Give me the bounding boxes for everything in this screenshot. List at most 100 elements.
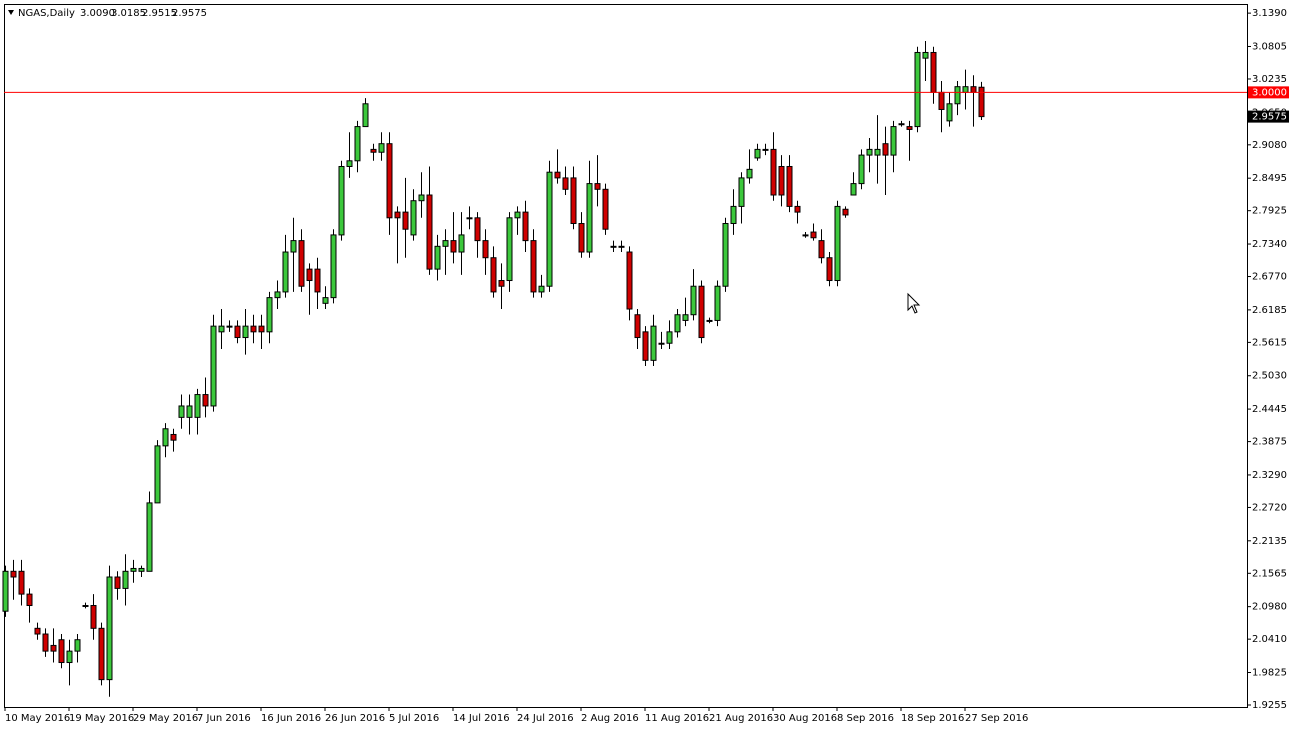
- mouse-cursor: [907, 292, 921, 314]
- candle-body: [898, 123, 905, 126]
- candle-body: [282, 251, 289, 293]
- candle-body: [546, 171, 553, 287]
- candle-body: [122, 570, 129, 589]
- candle-body: [354, 126, 361, 162]
- candle-body: [402, 211, 409, 230]
- candle-body: [530, 240, 537, 293]
- y-tick-label: 2.3290: [1252, 470, 1287, 481]
- candle-body: [834, 205, 841, 282]
- candle-body: [98, 627, 105, 681]
- x-tick-label: 2 Aug 2016: [581, 713, 639, 724]
- candle-body: [266, 297, 273, 333]
- candle-body: [578, 223, 585, 253]
- y-tick-label: 2.1565: [1252, 568, 1287, 579]
- x-tick-label: 26 Jun 2016: [325, 713, 385, 724]
- chart-title: NGAS,Daily: [18, 8, 75, 19]
- candle-body: [674, 314, 681, 333]
- candle-body: [58, 639, 65, 664]
- y-tick-label: 2.2720: [1252, 502, 1287, 513]
- x-tick-label: 19 May 2016: [69, 713, 134, 724]
- candle-body: [330, 234, 337, 299]
- y-tick-label: 1.9255: [1252, 700, 1287, 711]
- x-tick-label: 24 Jul 2016: [517, 713, 574, 724]
- candle-body: [26, 593, 33, 607]
- candle-body: [210, 325, 217, 407]
- candle-body: [946, 103, 953, 122]
- candle-body: [106, 576, 113, 681]
- candle-body: [418, 194, 425, 202]
- candle-body: [538, 285, 545, 293]
- header-high: 3.0185: [111, 8, 146, 19]
- plot-frame: [4, 4, 1248, 708]
- y-tick-label: 2.6770: [1252, 272, 1287, 283]
- candle-body: [322, 297, 329, 304]
- candle-body: [826, 257, 833, 282]
- candle-body: [722, 223, 729, 287]
- header-low: 2.9515: [142, 8, 177, 19]
- candle-body: [394, 211, 401, 219]
- candle-body: [378, 143, 385, 153]
- candle-body: [594, 183, 601, 190]
- candle-body: [42, 633, 49, 652]
- candle-body: [450, 240, 457, 253]
- candle-body: [938, 91, 945, 110]
- y-tick-label: 2.0980: [1252, 602, 1287, 613]
- candle-body: [274, 291, 281, 299]
- x-tick-label: 14 Jul 2016: [453, 713, 510, 724]
- candle-body: [314, 268, 321, 293]
- candle-body: [690, 285, 697, 316]
- candle-body: [370, 148, 377, 153]
- candle-body: [682, 314, 689, 321]
- y-tick-label: 2.2135: [1252, 536, 1287, 547]
- candle-body: [234, 325, 241, 339]
- candle-body: [178, 405, 185, 418]
- y-tick-label: 1.9825: [1252, 668, 1287, 679]
- candle-body: [442, 240, 449, 247]
- candle-body: [978, 86, 985, 118]
- candle-body: [346, 160, 353, 167]
- candle-body: [474, 217, 481, 242]
- candle-body: [130, 567, 137, 572]
- candle-body: [850, 183, 857, 196]
- x-tick-label: 18 Sep 2016: [901, 713, 964, 724]
- candle-body: [10, 570, 17, 578]
- candle-body: [522, 211, 529, 242]
- candle-body: [146, 502, 153, 572]
- candle-body: [154, 445, 161, 504]
- candle-body: [50, 644, 57, 652]
- candle-body: [610, 245, 617, 248]
- plot-layer: 3.13903.08053.02352.96502.90802.84952.79…: [2, 8, 1289, 724]
- candle-body: [34, 627, 41, 635]
- x-tick-label: 8 Sep 2016: [837, 713, 894, 724]
- last-price-box: [1248, 110, 1289, 123]
- candle-body: [386, 143, 393, 219]
- header-close: 2.9575: [172, 8, 207, 19]
- header-open: 3.0090: [80, 8, 115, 19]
- candle-body: [930, 51, 937, 93]
- candle-body: [298, 240, 305, 287]
- candle-body: [770, 148, 777, 196]
- candle-body: [922, 51, 929, 59]
- candle-body: [882, 143, 889, 156]
- candle-body: [858, 154, 865, 185]
- candle-body: [706, 319, 713, 322]
- candle-body: [762, 148, 769, 151]
- level-label: 3.0000: [1252, 87, 1287, 98]
- candle-body: [618, 245, 625, 248]
- candle-body: [874, 148, 881, 156]
- candle-body: [410, 200, 417, 236]
- candle-body: [202, 394, 209, 407]
- x-tick-label: 10 May 2016: [5, 713, 70, 724]
- x-tick-label: 7 Jun 2016: [197, 713, 251, 724]
- candle-body: [482, 240, 489, 259]
- candle-body: [634, 314, 641, 339]
- x-tick-label: 11 Aug 2016: [645, 713, 709, 724]
- candle-body: [746, 168, 753, 179]
- x-tick-label: 29 May 2016: [133, 713, 198, 724]
- x-tick-label: 21 Aug 2016: [709, 713, 773, 724]
- candle-body: [258, 325, 265, 333]
- candle-body: [338, 165, 345, 236]
- candle-body: [698, 285, 705, 339]
- candle-body: [290, 240, 297, 253]
- menu-triangle: [8, 10, 14, 15]
